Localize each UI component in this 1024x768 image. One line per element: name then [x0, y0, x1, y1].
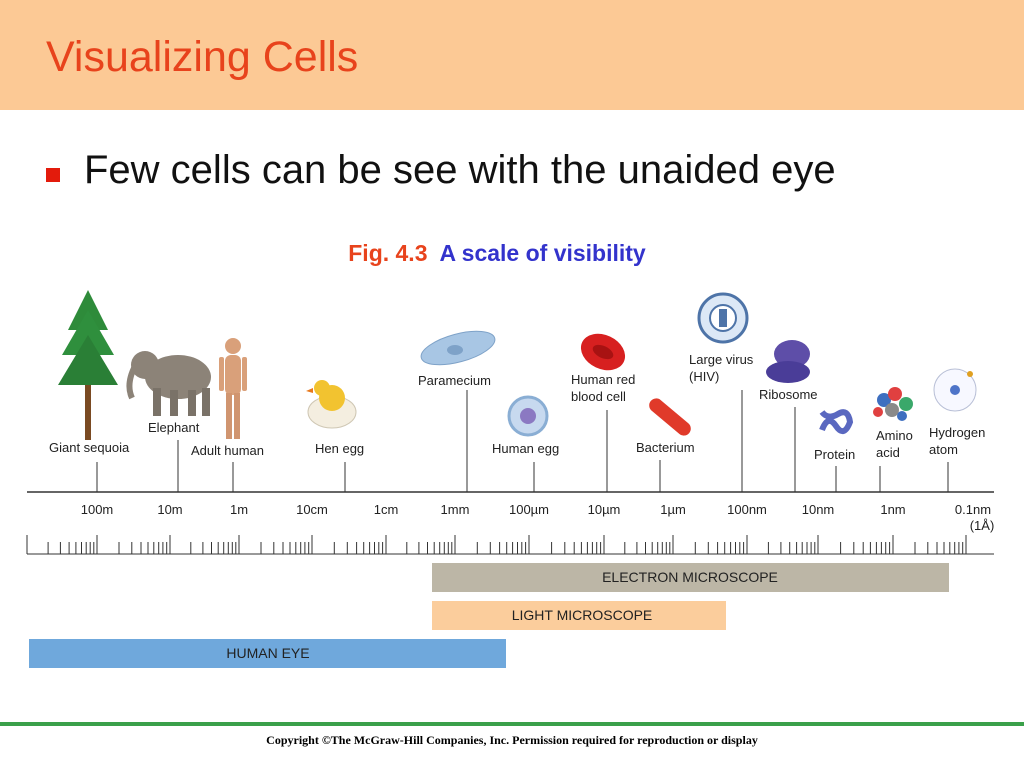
object-label-paramecium: Paramecium [418, 373, 491, 388]
svg-text:(HIV): (HIV) [689, 369, 719, 384]
slide-title: Visualizing Cells [46, 33, 359, 81]
object-label-hydrogen-atom: Hydrogen atom [929, 425, 985, 457]
tick-label-angstrom: (1Å) [970, 518, 995, 533]
virus-icon [697, 292, 749, 344]
svg-text:Protein: Protein [814, 447, 855, 462]
tick-label: 1nm [880, 502, 905, 517]
footer-divider [0, 722, 1024, 726]
range-bar-electron-microscope: ELECTRON MICROSCOPE [432, 563, 949, 592]
log-ruler [26, 535, 967, 554]
svg-text:Large virus: Large virus [689, 352, 754, 367]
tick-label: 10m [157, 502, 182, 517]
svg-text:Adult human: Adult human [191, 443, 264, 458]
tick-label: 1µm [660, 502, 686, 517]
copyright-notice: Copyright ©The McGraw-Hill Companies, In… [266, 733, 758, 747]
amino-acid-icon [873, 387, 913, 421]
object-label-ribosome: Ribosome [759, 387, 818, 402]
svg-text:Bacterium: Bacterium [636, 440, 695, 455]
object-label-protein: Protein [814, 447, 855, 462]
object-label-human-egg: Human egg [492, 441, 559, 456]
bacterium-icon [649, 398, 691, 436]
svg-text:Human egg: Human egg [492, 441, 559, 456]
svg-text:ELECTRON MICROSCOPE: ELECTRON MICROSCOPE [602, 569, 778, 585]
object-label-giant-sequoia: Giant sequoia [49, 440, 130, 455]
svg-text:Giant sequoia: Giant sequoia [49, 440, 130, 455]
object-label-adult-human: Adult human [191, 443, 264, 458]
svg-text:atom: atom [929, 442, 958, 457]
range-bar-human-eye: HUMAN EYE [29, 639, 506, 668]
svg-text:HUMAN EYE: HUMAN EYE [226, 645, 309, 661]
svg-text:Elephant: Elephant [148, 420, 200, 435]
tick-label: 10µm [588, 502, 621, 517]
figure-caption: Fig. 4.3 A scale of visibility [0, 240, 1024, 267]
tick-label: 100m [81, 502, 114, 517]
protein-icon [819, 409, 854, 435]
bullet-text: Few cells can be see with the unaided ey… [84, 148, 836, 192]
chick-egg-icon [306, 380, 357, 429]
svg-text:Ribosome: Ribosome [759, 387, 818, 402]
elephant-icon [126, 351, 211, 416]
object-label-bacterium: Bacterium [636, 440, 695, 455]
tick-label: 100nm [727, 502, 767, 517]
tick-label: 0.1nm [955, 502, 991, 517]
object-label-amino-acid: Amino acid [876, 428, 913, 460]
object-label-hen-egg: Hen egg [315, 441, 364, 456]
hydrogen-atom-icon [933, 368, 977, 412]
object-label-red-blood-cell: Human red blood cell [571, 372, 635, 404]
svg-text:acid: acid [876, 445, 900, 460]
tick-label: 10cm [296, 502, 328, 517]
svg-text:Amino: Amino [876, 428, 913, 443]
paramecium-icon [420, 330, 496, 366]
svg-text:Human red: Human red [571, 372, 635, 387]
tick-label: 1m [230, 502, 248, 517]
object-label-large-virus: Large virus (HIV) [689, 352, 754, 384]
svg-text:blood cell: blood cell [571, 389, 626, 404]
figure-number: Fig. 4.3 [348, 240, 428, 266]
tick-label: 10nm [802, 502, 835, 517]
object-label-elephant: Elephant [148, 420, 200, 435]
svg-text:Hen egg: Hen egg [315, 441, 364, 456]
tree-icon [58, 290, 118, 440]
tick-label: 1mm [441, 502, 470, 517]
range-bar-light-microscope: LIGHT MICROSCOPE [432, 601, 726, 630]
svg-text:Paramecium: Paramecium [418, 373, 491, 388]
scale-tick-labels: 100m 10m 1m 10cm 1cm 1mm 100µm 10µm 1µm … [81, 502, 995, 533]
title-bar [0, 0, 1024, 110]
red-blood-cell-icon [580, 333, 626, 371]
figure-title: A scale of visibility [439, 240, 646, 266]
pointer-lines [96, 390, 949, 492]
tick-label: 100µm [509, 502, 549, 517]
svg-text:LIGHT MICROSCOPE: LIGHT MICROSCOPE [512, 607, 653, 623]
tick-label: 1cm [374, 502, 399, 517]
human-icon [219, 338, 247, 439]
human-egg-icon [507, 395, 549, 437]
svg-text:Hydrogen: Hydrogen [929, 425, 985, 440]
bullet-marker [46, 168, 60, 182]
ribosome-icon [766, 340, 810, 383]
visibility-scale-diagram: Giant sequoia Elephant Adult human Hen e… [26, 290, 995, 668]
